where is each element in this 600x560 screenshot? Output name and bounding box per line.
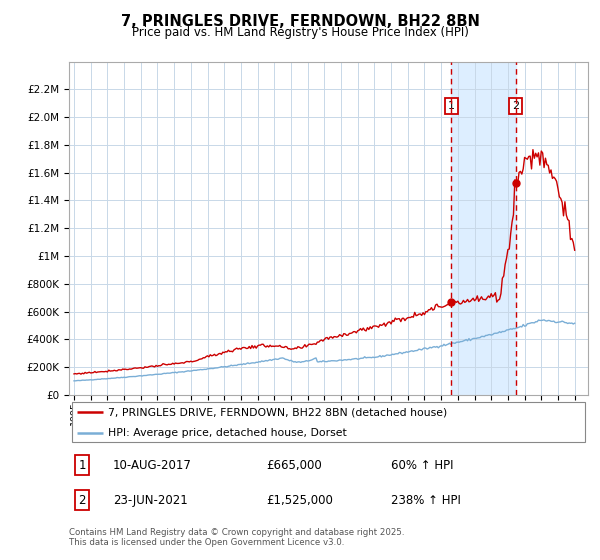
Text: £1,525,000: £1,525,000 bbox=[266, 493, 333, 507]
Text: 2: 2 bbox=[78, 493, 86, 507]
Text: 1: 1 bbox=[448, 101, 455, 111]
Text: 7, PRINGLES DRIVE, FERNDOWN, BH22 8BN (detached house): 7, PRINGLES DRIVE, FERNDOWN, BH22 8BN (d… bbox=[108, 407, 447, 417]
Text: 2: 2 bbox=[512, 101, 520, 111]
Text: 23-JUN-2021: 23-JUN-2021 bbox=[113, 493, 188, 507]
Text: HPI: Average price, detached house, Dorset: HPI: Average price, detached house, Dors… bbox=[108, 428, 347, 437]
Text: Price paid vs. HM Land Registry's House Price Index (HPI): Price paid vs. HM Land Registry's House … bbox=[131, 26, 469, 39]
Text: £665,000: £665,000 bbox=[266, 459, 322, 472]
Text: 1: 1 bbox=[78, 459, 86, 472]
Text: Contains HM Land Registry data © Crown copyright and database right 2025.
This d: Contains HM Land Registry data © Crown c… bbox=[69, 528, 404, 547]
Bar bbox=[451, 62, 516, 395]
Text: 7, PRINGLES DRIVE, FERNDOWN, BH22 8BN: 7, PRINGLES DRIVE, FERNDOWN, BH22 8BN bbox=[121, 14, 479, 29]
Text: 10-AUG-2017: 10-AUG-2017 bbox=[113, 459, 192, 472]
Text: 60% ↑ HPI: 60% ↑ HPI bbox=[391, 459, 453, 472]
Text: 238% ↑ HPI: 238% ↑ HPI bbox=[391, 493, 461, 507]
FancyBboxPatch shape bbox=[71, 402, 586, 442]
